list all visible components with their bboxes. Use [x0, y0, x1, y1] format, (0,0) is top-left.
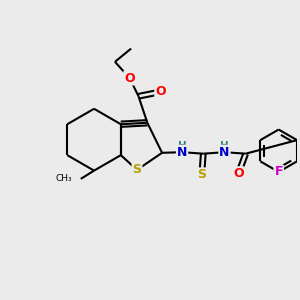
Text: H: H — [178, 141, 186, 151]
Text: F: F — [274, 165, 283, 178]
Text: CH₃: CH₃ — [56, 174, 73, 183]
Text: N: N — [219, 146, 230, 159]
Text: S: S — [197, 168, 206, 182]
Text: S: S — [133, 164, 142, 176]
Text: N: N — [177, 146, 187, 159]
Text: O: O — [124, 71, 135, 85]
Text: O: O — [233, 167, 244, 180]
Text: H: H — [220, 141, 229, 151]
Text: O: O — [155, 85, 166, 98]
